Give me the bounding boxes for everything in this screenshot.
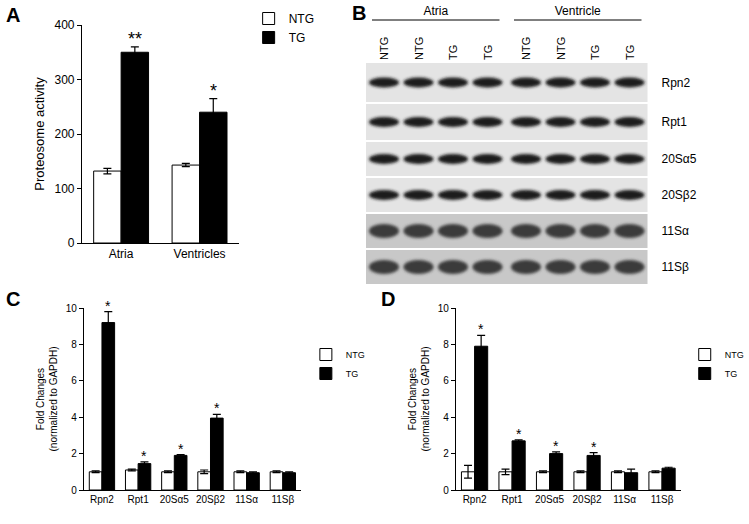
svg-text:Ventricle: Ventricle: [555, 4, 601, 18]
svg-text:*: *: [553, 438, 559, 454]
svg-text:Atria: Atria: [109, 247, 134, 261]
svg-text:20Sβ2: 20Sβ2: [572, 494, 602, 505]
svg-text:*: *: [478, 321, 484, 337]
svg-text:2: 2: [443, 448, 449, 459]
svg-text:NTG: NTG: [289, 12, 314, 26]
svg-text:10: 10: [438, 303, 450, 314]
svg-text:400: 400: [54, 18, 74, 32]
svg-text:0: 0: [443, 485, 449, 496]
svg-text:TG: TG: [447, 45, 459, 60]
svg-text:20Sα5: 20Sα5: [535, 494, 565, 505]
svg-text:*: *: [178, 441, 184, 457]
svg-text:TG: TG: [482, 45, 494, 60]
svg-text:300: 300: [54, 73, 74, 87]
svg-text:NTG: NTG: [725, 350, 744, 360]
svg-text:TG: TG: [346, 369, 359, 379]
svg-text:**: **: [128, 29, 142, 49]
svg-text:20Sβ2: 20Sβ2: [662, 188, 697, 202]
svg-text:100: 100: [54, 182, 74, 196]
svg-text:TG: TG: [589, 45, 601, 60]
svg-text:Rpt1: Rpt1: [662, 115, 688, 129]
svg-text:10: 10: [66, 303, 78, 314]
svg-text:Ventricles: Ventricles: [174, 247, 226, 261]
svg-text:4: 4: [71, 412, 77, 423]
svg-text:Fold Changes(normalized to GAP: Fold Changes(normalized to GAPDH): [35, 346, 59, 451]
svg-text:NTG: NTG: [520, 37, 532, 60]
svg-text:0: 0: [71, 485, 77, 496]
svg-text:*: *: [210, 81, 217, 101]
svg-text:TG: TG: [725, 369, 738, 379]
svg-text:11Sα: 11Sα: [235, 494, 258, 505]
svg-text:*: *: [141, 448, 147, 464]
svg-text:4: 4: [443, 412, 449, 423]
svg-text:8: 8: [443, 339, 449, 350]
svg-text:C: C: [6, 288, 20, 310]
svg-text:11Sα: 11Sα: [662, 224, 689, 238]
svg-text:NTG: NTG: [555, 37, 567, 60]
svg-text:NTG: NTG: [346, 350, 365, 360]
svg-text:11Sβ: 11Sβ: [271, 494, 294, 505]
svg-text:NTG: NTG: [413, 37, 425, 60]
svg-text:20Sα5: 20Sα5: [662, 152, 697, 166]
svg-text:*: *: [591, 439, 597, 455]
svg-text:Rpn2: Rpn2: [90, 494, 114, 505]
svg-text:Rpt1: Rpt1: [502, 494, 524, 505]
svg-text:20Sα5: 20Sα5: [160, 494, 190, 505]
svg-text:Rpt1: Rpt1: [128, 494, 150, 505]
svg-text:Rpn2: Rpn2: [662, 76, 691, 90]
svg-text:200: 200: [54, 127, 74, 141]
svg-text:NTG: NTG: [378, 37, 390, 60]
svg-text:TG: TG: [624, 45, 636, 60]
svg-text:20Sβ2: 20Sβ2: [196, 494, 226, 505]
svg-text:2: 2: [71, 448, 77, 459]
svg-text:Atria: Atria: [423, 4, 448, 18]
svg-text:11Sβ: 11Sβ: [651, 494, 674, 505]
svg-text:TG: TG: [289, 31, 306, 45]
svg-text:6: 6: [71, 375, 77, 386]
svg-text:*: *: [516, 426, 522, 442]
svg-text:11Sα: 11Sα: [613, 494, 636, 505]
svg-text:Rpn2: Rpn2: [463, 494, 487, 505]
svg-text:D: D: [381, 288, 395, 310]
svg-text:Fold Changes(normalized to GAP: Fold Changes(normalized to GAPDH): [407, 346, 431, 451]
svg-text:Proteosome activity: Proteosome activity: [32, 77, 47, 191]
svg-text:11Sβ: 11Sβ: [662, 260, 689, 274]
svg-text:8: 8: [71, 339, 77, 350]
svg-text:6: 6: [443, 375, 449, 386]
svg-text:A: A: [6, 4, 20, 26]
svg-text:*: *: [214, 400, 220, 416]
svg-text:0: 0: [68, 236, 75, 250]
svg-text:*: *: [105, 298, 111, 314]
svg-text:B: B: [352, 2, 366, 24]
